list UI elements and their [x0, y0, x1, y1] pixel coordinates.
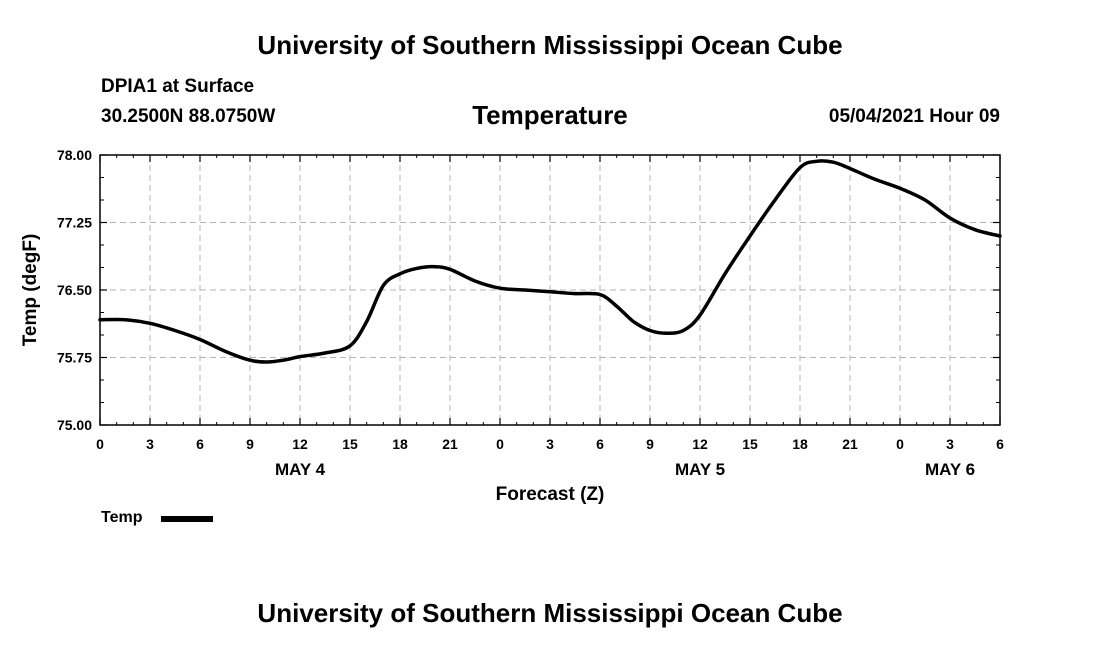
x-tick-label: 18 — [392, 436, 408, 452]
x-tick-label: 3 — [946, 436, 954, 452]
chart-header-title: University of Southern Mississippi Ocean… — [257, 30, 843, 60]
axis-labels: 0 3 6 9 12 15 18 21 0 3 6 9 12 15 18 21 0 3 6 75.00 75.75 76.… — [57, 147, 1004, 479]
x-tick-label: 6 — [196, 436, 204, 452]
x-tick-label: 6 — [596, 436, 604, 452]
x-tick-label: 0 — [496, 436, 504, 452]
grid-lines — [100, 155, 1000, 425]
x-axis-label: Forecast (Z) — [496, 484, 605, 505]
x-tick-label: 0 — [896, 436, 904, 452]
series-layer — [98, 159, 1002, 364]
chart-footer-title: University of Southern Mississippi Ocean… — [257, 598, 843, 628]
x-tick-label: 15 — [342, 436, 358, 452]
x-tick-label: 9 — [646, 436, 654, 452]
y-tick-label: 75.75 — [57, 350, 92, 366]
x-tick-label: 9 — [246, 436, 254, 452]
x-tick-label: 12 — [292, 436, 308, 452]
x-tick-label: 12 — [692, 436, 708, 452]
x-tick-label: 0 — [96, 436, 104, 452]
coordinates-label: 30.2500N 88.0750W — [101, 106, 276, 127]
day-label: MAY 6 — [925, 460, 975, 479]
x-tick-label: 21 — [442, 436, 458, 452]
series-line-temp — [98, 159, 1002, 364]
chart-title: Temperature — [472, 100, 628, 130]
x-tick-label: 6 — [996, 436, 1004, 452]
legend-label: Temp — [101, 509, 143, 526]
y-tick-label: 78.00 — [57, 147, 92, 163]
station-label: DPIA1 at Surface — [101, 76, 255, 97]
x-tick-label: 18 — [792, 436, 808, 452]
y-tick-label: 76.50 — [57, 282, 92, 298]
legend-line-swatch — [161, 516, 213, 522]
y-axis-label: Temp (degF) — [20, 234, 41, 347]
x-tick-label: 3 — [546, 436, 554, 452]
x-tick-label: 21 — [842, 436, 858, 452]
plot-frame — [99, 154, 1001, 426]
day-label: MAY 5 — [675, 460, 725, 479]
day-label: MAY 4 — [275, 460, 326, 479]
y-tick-label: 77.25 — [57, 215, 92, 231]
datetime-label: 05/04/2021 Hour 09 — [828, 106, 1000, 127]
y-tick-label: 75.00 — [57, 417, 92, 433]
x-tick-label: 15 — [742, 436, 758, 452]
x-tick-label: 3 — [146, 436, 154, 452]
